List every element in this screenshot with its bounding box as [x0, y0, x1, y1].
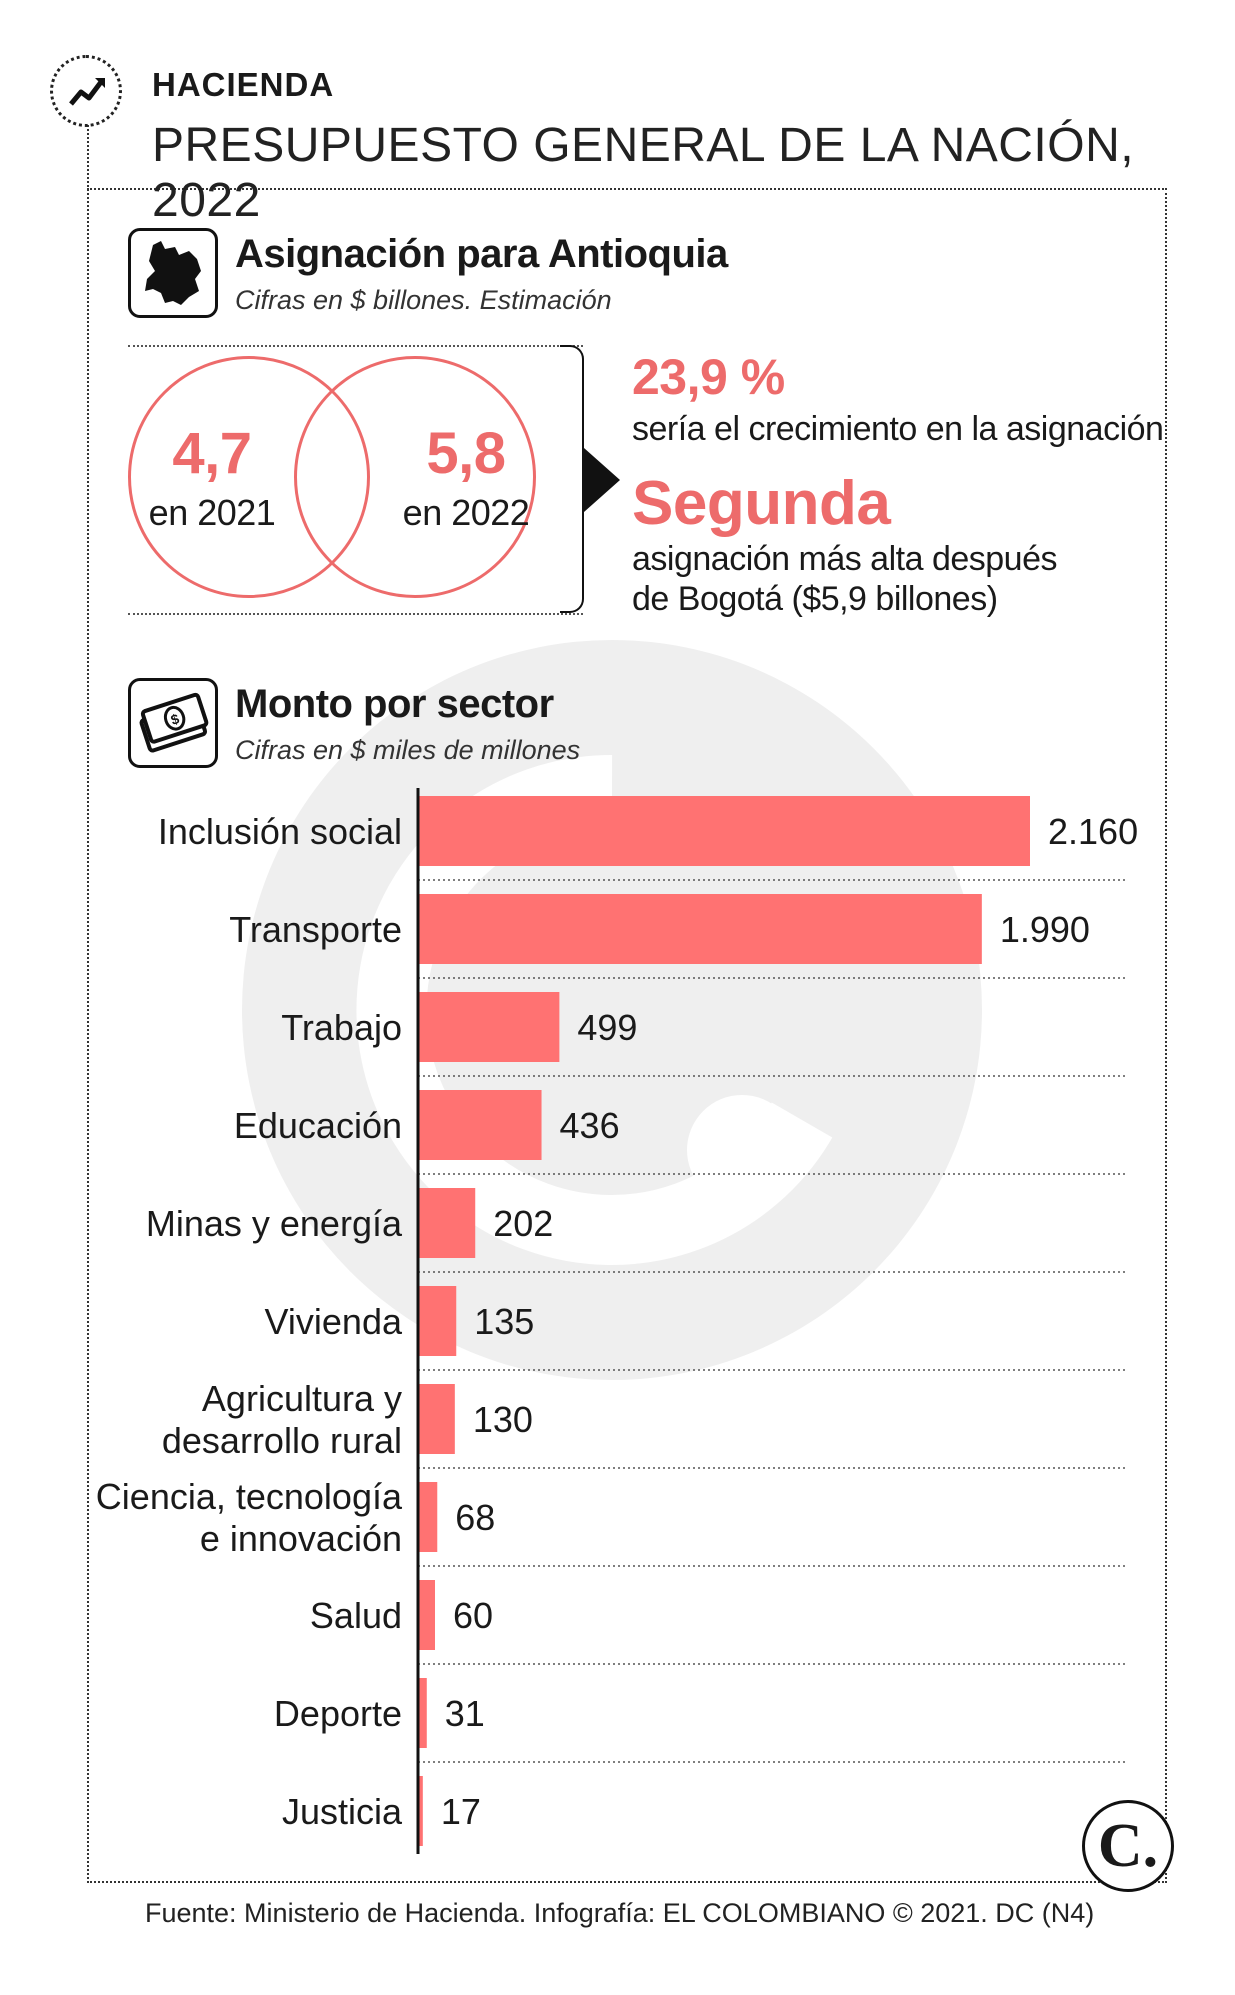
- label-2022: en 2022: [402, 492, 530, 533]
- money-bills-icon: $: [128, 678, 218, 768]
- rank-value: Segunda: [632, 469, 891, 538]
- bracket: [560, 345, 584, 613]
- antioquia-map-icon: [128, 228, 218, 318]
- content-frame: [87, 188, 1167, 1883]
- divider: [128, 345, 583, 347]
- label-2021: en 2021: [148, 492, 276, 533]
- rank-text: de Bogotá ($5,9 billones): [632, 580, 998, 618]
- rank-text: asignación más alta después: [632, 540, 1058, 578]
- source-note: Fuente: Ministerio de Hacienda. Infograf…: [145, 1898, 1095, 1928]
- publisher-logo: [1082, 1800, 1174, 1892]
- arrow-right-icon: [584, 448, 620, 512]
- antioquia-title: Asignación para Antioquia: [235, 232, 728, 276]
- section-label: HACIENDA: [152, 66, 335, 103]
- sector-title: Monto por sector: [235, 682, 554, 726]
- trend-up-arrow-icon: [50, 55, 122, 127]
- sector-subtitle: Cifras en $ miles de millones: [235, 735, 581, 765]
- growth-value: 23,9 %: [632, 349, 785, 405]
- page-title: PRESUPUESTO GENERAL DE LA NACIÓN, 2022: [152, 119, 1135, 227]
- divider: [128, 613, 583, 615]
- antioquia-subtitle: Cifras en $ billones. Estimación: [235, 285, 612, 315]
- growth-text: sería el crecimiento en la asignación: [632, 410, 1164, 448]
- publisher-logo-text: C.: [1097, 1812, 1159, 1880]
- circle-2022: [294, 356, 536, 598]
- value-2022: 5,8: [426, 421, 506, 486]
- value-2021: 4,7: [172, 421, 252, 486]
- frame-left-border: [87, 125, 89, 1883]
